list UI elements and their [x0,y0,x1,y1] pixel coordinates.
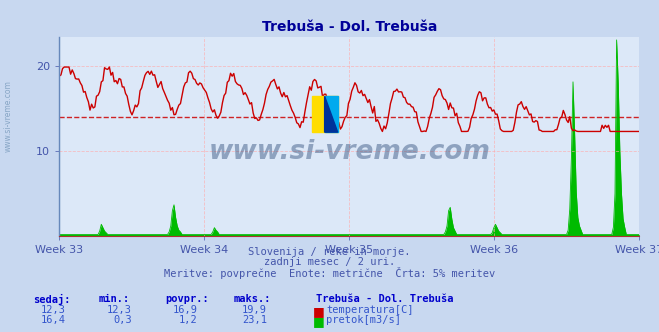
Text: 12,3: 12,3 [41,305,66,315]
Text: 0,3: 0,3 [113,315,132,325]
Text: Meritve: povprečne  Enote: metrične  Črta: 5% meritev: Meritve: povprečne Enote: metrične Črta:… [164,267,495,279]
Text: 19,9: 19,9 [242,305,267,315]
Text: www.si-vreme.com: www.si-vreme.com [208,139,490,165]
Text: povpr.:: povpr.: [165,294,208,304]
Bar [325,96,337,132]
Text: Slovenija / reke in morje.: Slovenija / reke in morje. [248,247,411,257]
Text: www.si-vreme.com: www.si-vreme.com [3,80,13,152]
Text: 23,1: 23,1 [242,315,267,325]
Text: 12,3: 12,3 [107,305,132,315]
Text: zadnji mesec / 2 uri.: zadnji mesec / 2 uri. [264,257,395,267]
Bar [312,96,337,132]
Text: 16,9: 16,9 [173,305,198,315]
Text: 16,4: 16,4 [41,315,66,325]
Text: temperatura[C]: temperatura[C] [326,305,414,315]
Text: pretok[m3/s]: pretok[m3/s] [326,315,401,325]
Text: maks.:: maks.: [234,294,272,304]
Text: sedaj:: sedaj: [33,294,71,305]
Polygon shape [325,96,337,132]
Text: 1,2: 1,2 [179,315,198,325]
Text: min.:: min.: [99,294,130,304]
Text: ■: ■ [313,315,325,328]
Title: Trebuša - Dol. Trebuša: Trebuša - Dol. Trebuša [262,20,437,34]
Text: ■: ■ [313,305,325,318]
Text: Trebuša - Dol. Trebuša: Trebuša - Dol. Trebuša [316,294,454,304]
